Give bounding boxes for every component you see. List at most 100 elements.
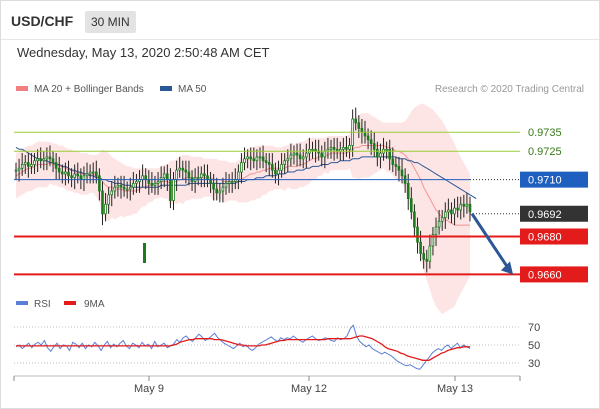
candle-body-down — [67, 171, 70, 177]
candle — [292, 145, 296, 165]
rsi-legend-label: RSI — [34, 299, 51, 310]
candle-body-up — [128, 186, 132, 190]
candle-body-up — [258, 156, 262, 159]
candle-body-down — [165, 173, 169, 180]
candle — [277, 160, 280, 186]
candle-body-down — [215, 188, 219, 194]
candle — [332, 137, 336, 161]
candle-body-up — [218, 190, 222, 194]
candle-body-down — [400, 169, 404, 177]
candle — [375, 141, 379, 167]
candle-body-up — [135, 181, 138, 184]
candle-body-up — [431, 234, 435, 247]
candle-body-up — [280, 164, 283, 171]
candle — [110, 181, 114, 207]
candle-body-up — [453, 207, 456, 215]
rsi-tick-label: 50 — [528, 340, 540, 352]
candle-body-down — [422, 253, 425, 260]
candle-body-down — [203, 173, 206, 177]
candle-body-up — [311, 148, 314, 151]
candle-body-up — [428, 245, 432, 262]
candle-body-down — [209, 179, 212, 184]
candle — [230, 172, 234, 193]
candle-body-up — [443, 211, 447, 218]
candle — [264, 153, 268, 173]
candle — [101, 181, 104, 226]
levels-layer: 0.9735 0.9725 0.9710 0.9692 0.9680 0.9660 — [14, 127, 588, 283]
candle — [162, 166, 166, 188]
candle-body-down — [357, 122, 361, 129]
candle-body-up — [116, 184, 120, 188]
candle-body-up — [283, 160, 286, 165]
candle — [128, 177, 132, 201]
level-label: 0.9680 — [528, 232, 562, 244]
candle-body-down — [406, 182, 410, 199]
candle-body-up — [88, 171, 92, 175]
candle-body-down — [79, 175, 83, 181]
timeframe-chip[interactable]: 30 MIN — [85, 11, 136, 33]
level-tag — [520, 205, 588, 222]
candle-body-up — [329, 146, 333, 150]
level-tag — [520, 228, 588, 245]
candle — [20, 153, 24, 176]
credit-label: Research © 2020 Trading Central — [435, 84, 584, 95]
candle-body-down — [456, 207, 459, 211]
candle-body-up — [85, 173, 89, 177]
candle — [270, 153, 274, 178]
candle-body-up — [20, 164, 24, 169]
candle-body-up — [125, 188, 129, 191]
candle — [255, 149, 259, 171]
x-axis: May 9 May 12 May 13 — [13, 376, 521, 395]
rsi-line — [15, 324, 471, 370]
candle-body-down — [274, 169, 277, 175]
candle-body-down — [48, 156, 52, 160]
candle — [289, 143, 293, 167]
candle-body-up — [224, 182, 228, 188]
candle-body-up — [33, 160, 36, 165]
candle-body-up — [82, 175, 86, 181]
level-label: 0.9660 — [528, 269, 562, 281]
candle — [42, 151, 46, 171]
candle-body-up — [304, 152, 308, 158]
candle-body-down — [26, 162, 30, 167]
candle — [107, 187, 110, 214]
candle — [280, 153, 283, 178]
candle-body-down — [397, 165, 401, 171]
ma50-legend-label: MA 50 — [178, 84, 207, 95]
candle-body-down — [298, 154, 302, 160]
candle-body-up — [73, 173, 77, 179]
candle-body-up — [175, 169, 178, 181]
candle-body-down — [369, 139, 373, 145]
candle-body-down — [413, 211, 416, 228]
candle-body-up — [64, 171, 67, 175]
x-tick-label: May 9 — [134, 383, 164, 395]
candle-body-up — [141, 175, 144, 181]
candle-body-down — [187, 171, 191, 179]
candle — [54, 153, 58, 180]
candle — [298, 143, 302, 167]
candle-body-down — [462, 203, 466, 207]
rsi-tick-label: 30 — [528, 358, 540, 370]
candle — [30, 153, 33, 174]
candle-body-down — [366, 135, 370, 141]
candle-body-up — [440, 217, 444, 222]
candle-body-down — [468, 203, 472, 213]
candle — [304, 143, 308, 169]
candle-body-up — [36, 158, 39, 162]
candle — [409, 187, 413, 220]
candle-body-up — [465, 203, 469, 207]
projection-arrow-head — [501, 261, 513, 275]
candle — [218, 183, 222, 203]
candle — [447, 198, 450, 220]
candle-body-up — [156, 181, 160, 184]
candle-body-up — [342, 146, 345, 150]
candle-body-down — [169, 179, 172, 201]
candle — [261, 145, 265, 169]
candle-body-down — [394, 164, 398, 167]
candle-body-down — [206, 175, 209, 181]
candle — [48, 145, 52, 167]
candle — [33, 153, 36, 174]
candle-body-down — [101, 190, 104, 215]
candle-body-up — [107, 194, 110, 205]
candle — [98, 168, 101, 201]
